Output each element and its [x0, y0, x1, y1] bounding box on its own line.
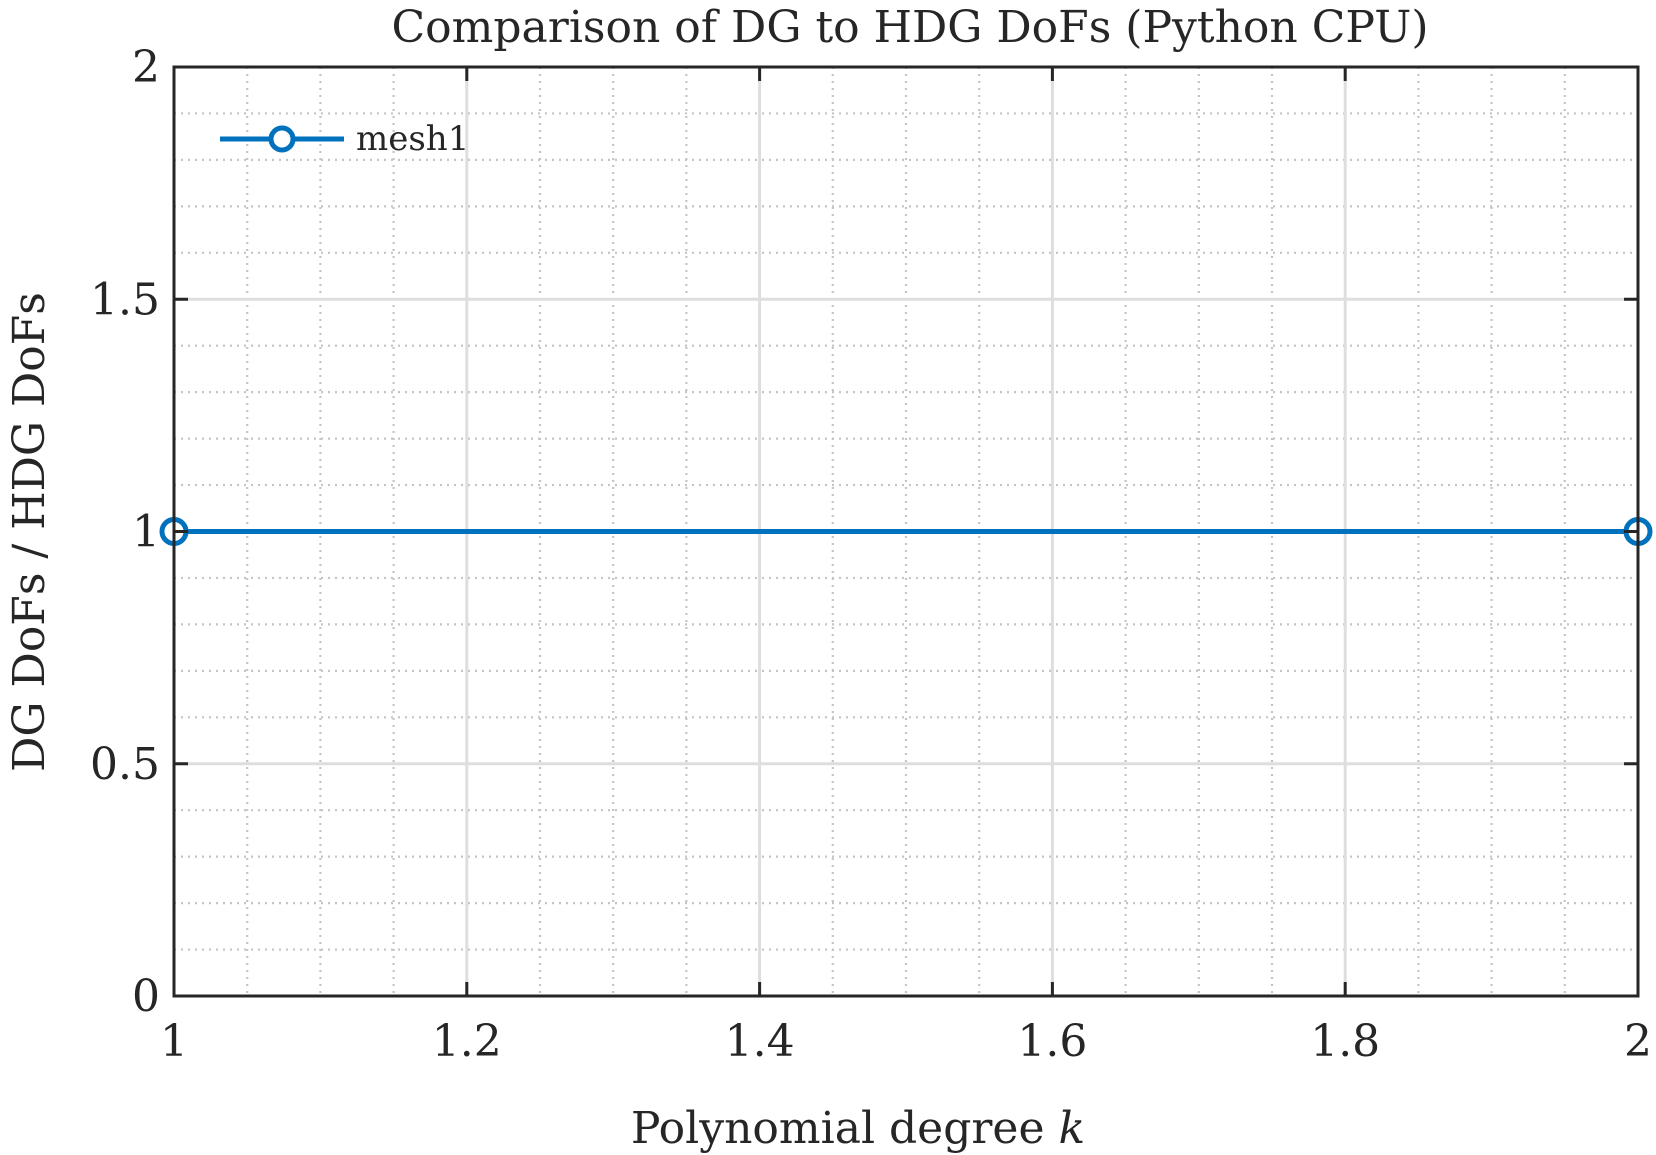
x-tick-label: 1 — [160, 1016, 188, 1067]
tick-marks — [172, 65, 1640, 998]
legend: mesh1 — [220, 119, 469, 159]
y-tick-label: 0.5 — [90, 739, 160, 790]
legend-label-mesh1: mesh1 — [356, 119, 469, 159]
y-tick-label: 0 — [132, 971, 160, 1022]
y-axis-label: DG DoFs / HDG DoFs — [4, 292, 55, 772]
y-tick-label: 1 — [132, 507, 160, 558]
y-tick-labels: 0 0.5 1 1.5 2 — [90, 42, 160, 1022]
x-tick-labels: 1 1.2 1.4 1.6 1.8 2 — [160, 1016, 1652, 1067]
x-axis-label-text: Polynomial degree — [631, 1103, 1059, 1154]
x-tick-label: 1.8 — [1310, 1016, 1380, 1067]
x-axis-label-variable: k — [1058, 1103, 1085, 1154]
y-tick-label: 1.5 — [90, 274, 160, 325]
x-tick-label: 1.2 — [432, 1016, 502, 1067]
x-tick-label: 1.6 — [1017, 1016, 1087, 1067]
chart-title: Comparison of DG to HDG DoFs (Python CPU… — [392, 2, 1429, 53]
x-tick-label: 2 — [1624, 1016, 1652, 1067]
x-tick-label: 1.4 — [725, 1016, 795, 1067]
minor-grid — [174, 67, 1638, 996]
legend-marker-mesh1 — [268, 125, 296, 153]
x-axis-label: Polynomial degree k — [631, 1103, 1085, 1154]
y-tick-label: 2 — [132, 42, 160, 93]
